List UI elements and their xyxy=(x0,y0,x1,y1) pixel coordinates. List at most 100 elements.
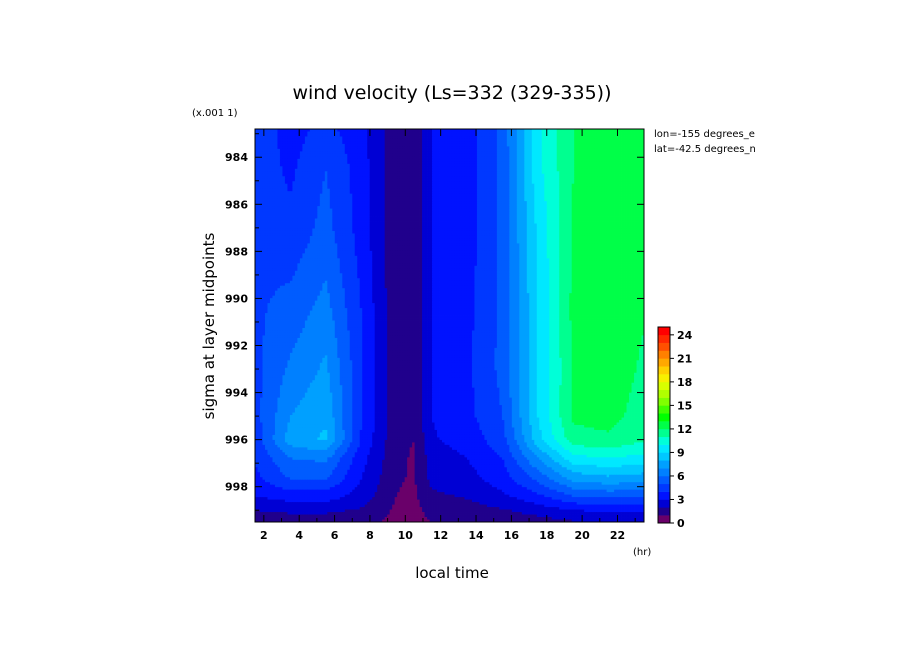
contour-cell xyxy=(312,131,315,134)
contour-cell xyxy=(492,151,495,154)
contour-cell xyxy=(624,186,627,189)
contour-cell xyxy=(417,159,420,162)
contour-cell xyxy=(290,181,293,184)
contour-cell xyxy=(305,139,308,142)
contour-cell xyxy=(290,199,293,202)
contour-cell xyxy=(325,156,328,159)
contour-cell xyxy=(604,146,607,149)
contour-cell xyxy=(509,149,512,152)
contour-cell xyxy=(382,139,385,142)
contour-cell xyxy=(519,169,522,172)
contour-cell xyxy=(629,181,632,184)
contour-cell xyxy=(587,181,590,184)
contour-cell xyxy=(464,131,467,134)
contour-cell xyxy=(489,131,492,134)
contour-cell xyxy=(637,131,640,134)
contour-cell xyxy=(330,179,333,182)
contour-cell xyxy=(435,206,438,209)
contour-cell xyxy=(512,181,515,184)
contour-cell xyxy=(492,176,495,179)
contour-cell xyxy=(322,179,325,182)
contour-cell xyxy=(639,144,642,147)
contour-cell xyxy=(507,141,510,144)
contour-cell xyxy=(587,189,590,192)
contour-cell xyxy=(315,206,318,209)
contour-cell xyxy=(345,204,348,207)
contour-cell xyxy=(262,159,265,162)
contour-cell xyxy=(592,189,595,192)
contour-cell xyxy=(619,134,622,137)
contour-cell xyxy=(385,159,388,162)
contour-cell xyxy=(592,149,595,152)
contour-cell xyxy=(624,201,627,204)
contour-cell xyxy=(454,171,457,174)
contour-cell xyxy=(382,151,385,154)
contour-cell xyxy=(469,204,472,207)
contour-cell xyxy=(532,174,535,177)
contour-cell xyxy=(622,179,625,182)
contour-cell xyxy=(454,131,457,134)
contour-cell xyxy=(275,151,278,154)
contour-cell xyxy=(619,141,622,144)
contour-cell xyxy=(440,156,443,159)
contour-cell xyxy=(280,191,283,194)
contour-cell xyxy=(552,141,555,144)
contour-cell xyxy=(390,191,393,194)
contour-cell xyxy=(557,176,560,179)
contour-cell xyxy=(622,176,625,179)
contour-cell xyxy=(307,179,310,182)
contour-cell xyxy=(512,161,515,164)
contour-cell xyxy=(557,174,560,177)
contour-cell xyxy=(569,206,572,209)
contour-cell xyxy=(372,206,375,209)
contour-cell xyxy=(307,164,310,167)
contour-cell xyxy=(340,186,343,189)
contour-cell xyxy=(370,199,373,202)
contour-cell xyxy=(340,136,343,139)
contour-cell xyxy=(627,194,630,197)
contour-cell xyxy=(507,184,510,187)
contour-cell xyxy=(302,169,305,172)
contour-cell xyxy=(437,136,440,139)
contour-cell xyxy=(327,131,330,134)
contour-cell xyxy=(454,154,457,157)
contour-cell xyxy=(572,196,575,199)
contour-cell xyxy=(529,189,532,192)
contour-cell xyxy=(430,174,433,177)
contour-cell xyxy=(499,186,502,189)
contour-cell xyxy=(397,151,400,154)
contour-cell xyxy=(464,169,467,172)
contour-cell xyxy=(562,181,565,184)
contour-cell xyxy=(282,136,285,139)
contour-cell xyxy=(377,151,380,154)
contour-cell xyxy=(559,141,562,144)
contour-cell xyxy=(634,156,637,159)
contour-cell xyxy=(462,146,465,149)
contour-cell xyxy=(260,201,263,204)
contour-cell xyxy=(367,171,370,174)
contour-cell xyxy=(292,164,295,167)
contour-cell xyxy=(357,144,360,147)
contour-cell xyxy=(260,171,263,174)
contour-cell xyxy=(477,199,480,202)
contour-cell xyxy=(507,156,510,159)
contour-cell xyxy=(412,201,415,204)
contour-cell xyxy=(257,166,260,169)
contour-cell xyxy=(457,191,460,194)
contour-cell xyxy=(342,136,345,139)
contour-cell xyxy=(514,181,517,184)
contour-cell xyxy=(477,184,480,187)
contour-cell xyxy=(454,166,457,169)
contour-cell xyxy=(342,156,345,159)
contour-cell xyxy=(499,151,502,154)
contour-cell xyxy=(347,191,350,194)
contour-cell xyxy=(602,194,605,197)
contour-cell xyxy=(512,146,515,149)
contour-cell xyxy=(265,179,268,182)
contour-cell xyxy=(267,194,270,197)
contour-cell xyxy=(582,186,585,189)
contour-cell xyxy=(612,146,615,149)
contour-cell xyxy=(390,146,393,149)
contour-cell xyxy=(317,161,320,164)
contour-cell xyxy=(609,139,612,142)
